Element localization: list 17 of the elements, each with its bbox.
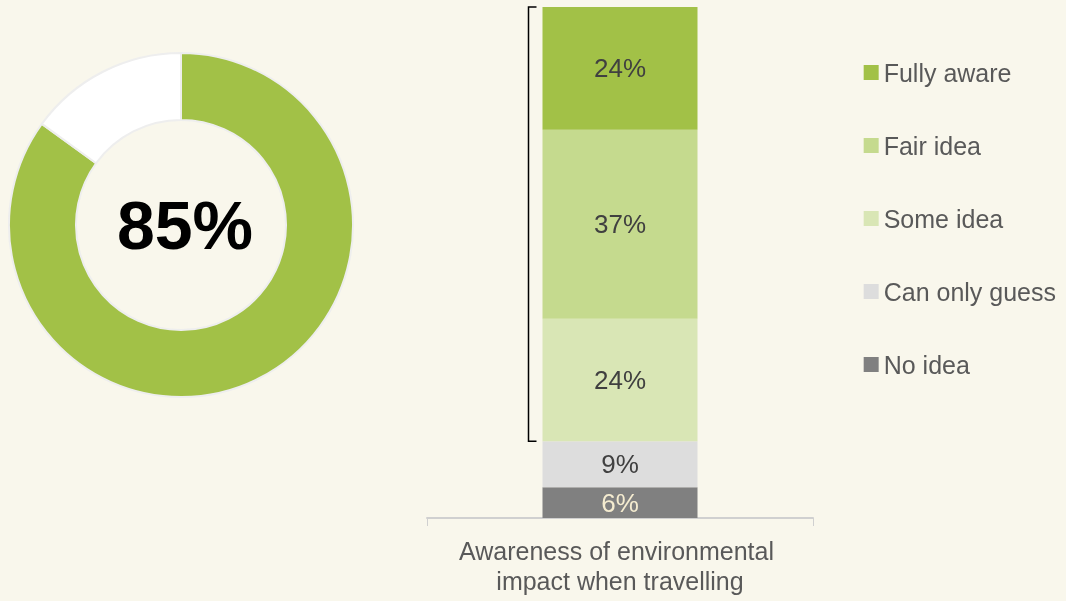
bar [542, 441, 698, 488]
bar [542, 487, 698, 518]
bar [542, 7, 698, 130]
bar [542, 318, 698, 442]
data-label: 9% [601, 449, 639, 480]
data-label: 6% [601, 487, 639, 518]
text: 85% [116, 187, 254, 263]
legend-label: Fully aware [883, 58, 1012, 87]
bar [542, 129, 698, 319]
data-label: 24% [593, 53, 647, 84]
data-label: 37% [593, 209, 647, 240]
legend-label: Some idea [883, 204, 1004, 233]
x-tick-label: Awareness of environmental impact when travelling [459, 537, 781, 595]
legend-label: Can only guess [883, 277, 1056, 306]
legend-label: Fair idea [883, 131, 982, 160]
data-label: 24% [593, 365, 647, 396]
legend-label: No idea [883, 350, 970, 379]
